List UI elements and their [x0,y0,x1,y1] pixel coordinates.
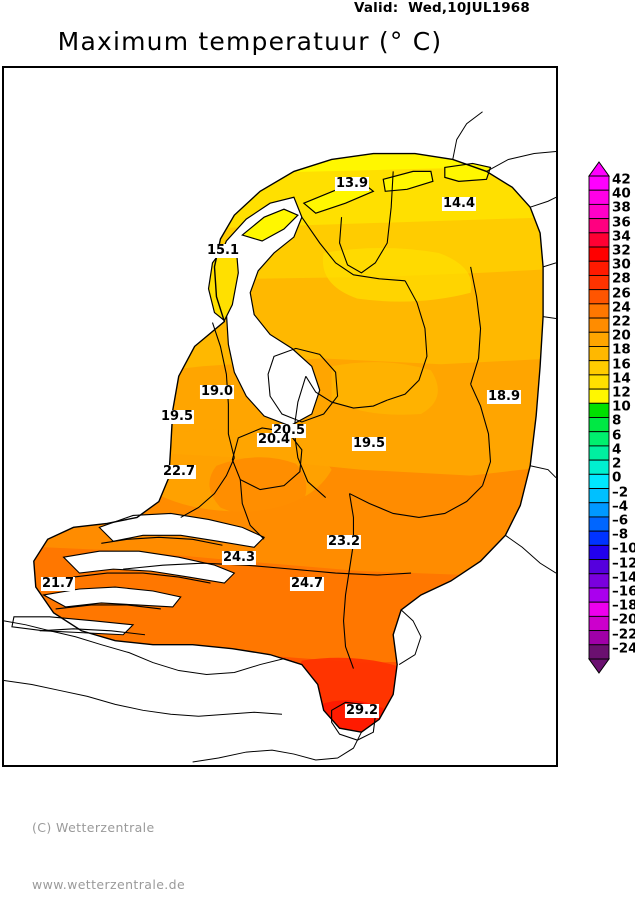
scale-tick-label: –6 [612,512,629,529]
scale-band [588,573,610,589]
neighbour-borders [4,111,556,763]
scale-band [588,189,610,205]
scale-tick-label: 16 [612,356,631,373]
country-outline [33,152,544,733]
scale-band [588,417,610,433]
scale-band [588,232,610,248]
scale-tick-label: 40 [612,185,631,202]
scale-band [588,615,610,632]
temperature-map[interactable] [4,68,556,765]
scale-band [588,246,610,262]
scale-tick-label: 10 [612,398,631,415]
scale-tick-label: –20 [612,611,635,628]
scale-tick-label: –18 [612,597,635,614]
scale-band [588,331,610,347]
scale-band [588,601,610,617]
scale-band [588,374,610,390]
color-scale-bar [588,161,610,674]
scale-top-arrow [588,161,610,177]
scale-band [588,516,610,532]
scale-tick-label: 38 [612,199,631,216]
temperature-color-scale[interactable]: 42 40 38 36 34 32 30 28 26 24 22 20 18 16 14 12 10 8 6 4 2 0–… [588,160,635,675]
scale-band [588,445,610,461]
scale-band [588,488,610,504]
scale-band [588,630,610,646]
scale-tick-label: 0 [612,469,622,486]
scale-tick-label: –8 [612,526,629,543]
scale-tick-label: 18 [612,341,631,358]
scale-tick-label: 6 [612,427,622,444]
scale-tick-label: 2 [612,455,622,472]
scale-tick-label: –24 [612,640,635,657]
scale-tick-label: –16 [612,583,635,600]
scale-tick-label: –4 [612,498,629,515]
scale-tick-label: 4 [612,441,622,458]
scale-tick-label: 26 [612,285,631,302]
scale-tick-label: 8 [612,412,622,429]
scale-band [588,459,610,475]
page-title: Maximum temperatuur (° C) [57,27,443,56]
scale-tick-label: 28 [612,270,631,287]
scale-band [588,360,610,376]
scale-tick-label: 36 [612,214,631,231]
scale-tick-label: –10 [612,540,635,557]
scale-tick-label: 20 [612,327,631,344]
scale-tick-label: 14 [612,370,631,387]
scale-band [588,402,610,418]
copyright-text: (C) Wetterzentrale [32,820,155,835]
scale-tick-label: 34 [612,228,631,245]
scale-band [588,346,610,362]
scale-band [588,559,610,575]
scale-tick-label: –2 [612,484,629,500]
scale-band [588,317,610,333]
scale-tick-label: 42 [612,171,631,188]
scale-band [588,218,610,234]
scale-band [588,473,610,489]
scale-band [588,289,610,305]
scale-tick-label: –12 [612,555,635,572]
scale-tick-label: 22 [612,313,631,330]
scale-band [588,587,610,603]
scale-band [588,388,610,404]
scale-band [588,644,610,660]
scale-tick-label: 32 [612,242,631,259]
map-panel: 13.9 14.4 15.1 19.0 19.5 18.9 20.5 20.4 … [2,66,558,767]
scale-tick-label: 30 [612,256,631,273]
scale-band [588,274,610,291]
credits-block: (C) Wetterzentrale www.wetterzentrale.de [32,780,185,913]
scale-tick-label: –22 [612,626,635,643]
scale-band [588,175,610,191]
scale-band [588,502,610,518]
valid-datetime-label: Valid: Wed,10JUL1968 [353,0,530,16]
scale-bottom-arrow [588,658,610,674]
scale-band [588,530,610,546]
province-boundaries [39,171,492,741]
scale-band [588,431,610,447]
scale-band [588,303,610,319]
scale-tick-label: 12 [612,384,631,401]
scale-band [588,544,610,561]
scale-tick-label: 24 [612,299,631,316]
website-text[interactable]: www.wetterzentrale.de [32,877,186,892]
scale-band [588,203,610,220]
scale-band [588,260,610,276]
scale-tick-label: –14 [612,569,635,586]
